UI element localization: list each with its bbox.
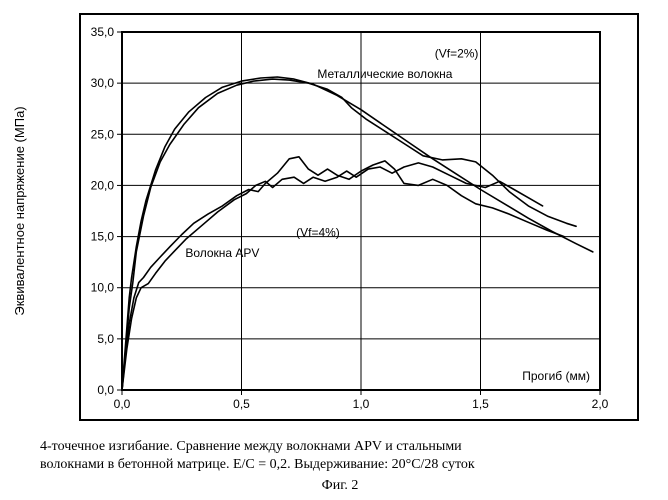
ytick-label: 20,0 bbox=[91, 178, 115, 192]
chart-svg: 0,0 5,0 10,0 15,0 20,0 25,0 30,0 35,0 0,0 0,5 1,0 1… bbox=[0, 0, 668, 436]
annotation: (Vf=2%) bbox=[435, 47, 479, 61]
series-apv-vf4-a bbox=[122, 157, 564, 390]
figure-container: 0,0 5,0 10,0 15,0 20,0 25,0 30,0 35,0 0,0 0,5 1,0 1… bbox=[0, 0, 668, 500]
annotation: (Vf=4%) bbox=[296, 226, 340, 240]
ytick-label: 25,0 bbox=[91, 127, 115, 141]
ytick-label: 10,0 bbox=[91, 281, 115, 295]
xtick-label: 1,0 bbox=[353, 397, 370, 411]
figure-label: Фиг. 2 bbox=[40, 477, 640, 495]
xtick-label: 0,5 bbox=[233, 397, 250, 411]
x-axis-label: Прогиб (мм) bbox=[522, 369, 590, 383]
ytick-label: 5,0 bbox=[97, 332, 114, 346]
xtick-label: 1,5 bbox=[472, 397, 489, 411]
annotation: Металлические волокна bbox=[317, 67, 452, 81]
annotation: Волокна APV bbox=[185, 246, 259, 260]
y-axis-label: Эквивалентное напряжение (МПа) bbox=[12, 106, 27, 315]
ytick-label: 15,0 bbox=[91, 230, 115, 244]
ytick-label: 30,0 bbox=[91, 76, 115, 90]
ytick-label: 35,0 bbox=[91, 25, 115, 39]
xtick-label: 0,0 bbox=[114, 397, 131, 411]
series-apv-vf4-b bbox=[122, 163, 543, 390]
caption-line-1: 4-точечное изгибание. Сравнение между во… bbox=[40, 439, 462, 454]
xtick-label: 2,0 bbox=[592, 397, 609, 411]
ytick-label: 0,0 bbox=[97, 383, 114, 397]
caption: 4-точечное изгибание. Сравнение между во… bbox=[40, 438, 640, 495]
caption-line-2: волокнами в бетонной матрице. E/C = 0,2.… bbox=[40, 457, 475, 472]
